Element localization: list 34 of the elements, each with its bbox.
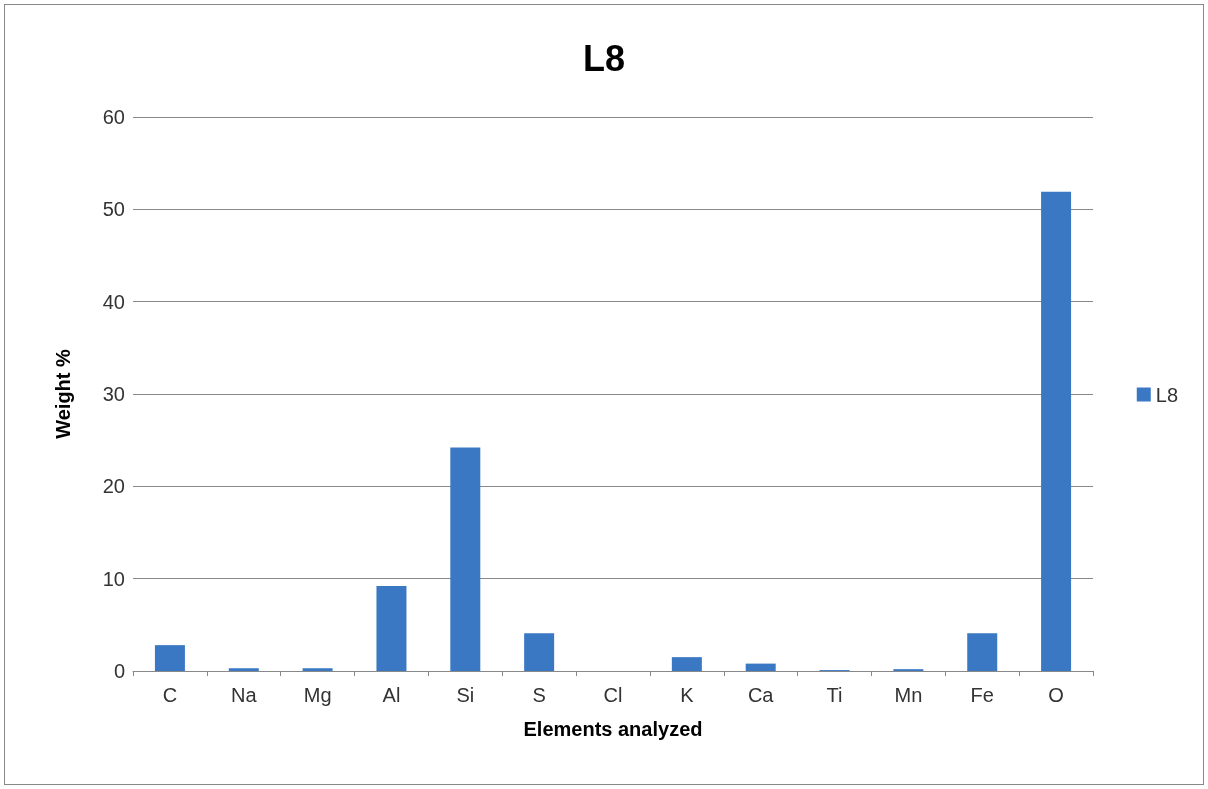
y-tick-label: 30 (102, 383, 125, 405)
bar (154, 645, 185, 671)
x-tick-label: Ti (826, 684, 843, 706)
x-tick-label: Mn (894, 684, 923, 706)
bar (450, 447, 481, 671)
y-tick-label: 60 (102, 106, 125, 128)
x-axis-title: Elements analyzed (523, 718, 703, 740)
y-axis-title: Weight % (52, 348, 74, 439)
y-tick-label: 20 (102, 475, 125, 498)
y-tick-label: 40 (102, 290, 125, 313)
bar (745, 663, 776, 671)
x-tick-label: Na (230, 684, 258, 706)
bar (302, 668, 333, 671)
bar (1041, 191, 1072, 671)
bar (671, 657, 702, 671)
x-tick-label: Fe (970, 684, 994, 706)
y-tick-label: 0 (113, 660, 125, 682)
legend-label: L8 (1155, 383, 1178, 406)
x-tick-label: K (680, 684, 695, 706)
bar (524, 633, 555, 671)
x-tick-label: O (1048, 684, 1064, 706)
x-tick-label: Ca (747, 684, 775, 706)
chart-title: L8 (582, 37, 626, 79)
y-tick-label: 50 (102, 198, 125, 221)
x-tick-label: Al (382, 684, 401, 706)
bar (967, 633, 998, 671)
x-tick-label: S (532, 684, 546, 706)
y-tick-label: 10 (102, 567, 125, 590)
bar (376, 586, 407, 671)
x-tick-label: C (162, 684, 178, 706)
x-tick-label: Cl (603, 684, 623, 706)
x-tick-label: Si (456, 684, 475, 706)
x-tick-label: Mg (303, 684, 332, 706)
bar (228, 668, 259, 671)
